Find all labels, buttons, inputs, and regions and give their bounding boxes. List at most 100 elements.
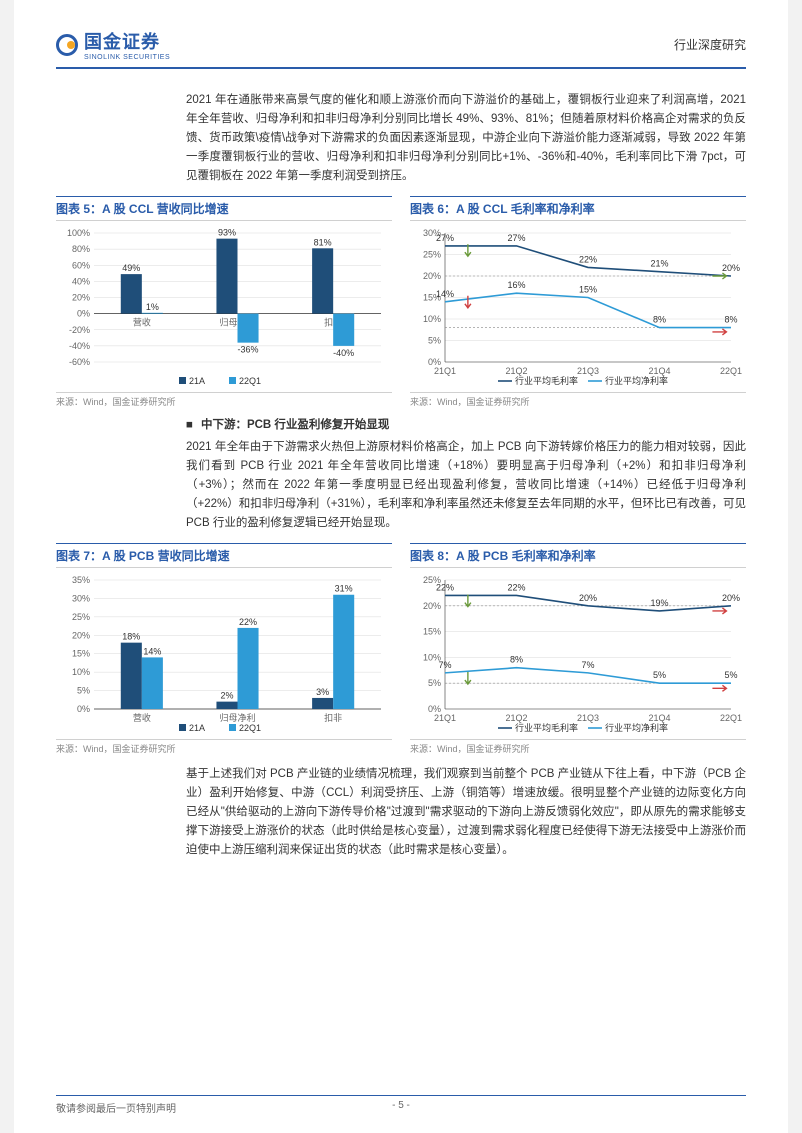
svg-text:81%: 81% xyxy=(314,237,332,247)
svg-text:80%: 80% xyxy=(72,244,90,254)
svg-text:5%: 5% xyxy=(653,670,666,680)
svg-text:20%: 20% xyxy=(72,630,90,640)
chart-6-caption: 来源：Wind，国金证券研究所 xyxy=(410,392,746,408)
svg-text:100%: 100% xyxy=(67,228,90,238)
svg-text:15%: 15% xyxy=(72,648,90,658)
logo: 国金证券 SINOLINK SECURITIES xyxy=(56,28,170,61)
svg-text:21Q4: 21Q4 xyxy=(648,366,670,376)
svg-text:21A: 21A xyxy=(189,376,205,386)
page-footer: 敬请参阅最后一页特别声明 - 5 - xyxy=(56,1095,746,1115)
svg-text:20%: 20% xyxy=(722,592,740,602)
svg-text:21Q4: 21Q4 xyxy=(648,713,670,723)
svg-text:25%: 25% xyxy=(72,612,90,622)
svg-text:7%: 7% xyxy=(581,660,594,670)
svg-text:5%: 5% xyxy=(428,678,441,688)
chart-row-7-8: 图表 7：A 股 PCB 营收同比增速 0%5%10%15%20%25%30%3… xyxy=(56,543,746,755)
svg-text:20%: 20% xyxy=(423,600,441,610)
chart-8: 0%5%10%15%20%25%21Q121Q221Q321Q422Q122%2… xyxy=(410,572,746,737)
svg-text:行业平均毛利率: 行业平均毛利率 xyxy=(515,722,578,733)
header-report-type: 行业深度研究 xyxy=(674,36,746,53)
svg-text:22%: 22% xyxy=(507,582,525,592)
svg-text:7%: 7% xyxy=(438,660,451,670)
svg-text:20%: 20% xyxy=(722,263,740,273)
svg-text:22%: 22% xyxy=(239,617,257,627)
svg-text:8%: 8% xyxy=(510,654,523,664)
svg-text:5%: 5% xyxy=(77,685,90,695)
svg-text:20%: 20% xyxy=(72,292,90,302)
svg-text:21Q1: 21Q1 xyxy=(434,366,456,376)
svg-text:1%: 1% xyxy=(146,302,159,312)
svg-text:10%: 10% xyxy=(72,667,90,677)
chart-8-title: 图表 8：A 股 PCB 毛利率和净利率 xyxy=(410,543,746,568)
svg-text:15%: 15% xyxy=(579,284,597,294)
svg-text:行业平均毛利率: 行业平均毛利率 xyxy=(515,375,578,386)
svg-text:0%: 0% xyxy=(77,704,90,714)
svg-text:40%: 40% xyxy=(72,276,90,286)
logo-icon xyxy=(56,34,78,56)
chart-8-caption: 来源：Wind，国金证券研究所 xyxy=(410,739,746,755)
footer-disclaimer: 敬请参阅最后一页特别声明 xyxy=(56,1100,176,1115)
svg-text:21%: 21% xyxy=(650,259,668,269)
svg-text:2%: 2% xyxy=(220,690,233,700)
svg-text:21A: 21A xyxy=(189,723,205,733)
chart-6-title: 图表 6：A 股 CCL 毛利率和净利率 xyxy=(410,196,746,221)
chart-row-5-6: 图表 5：A 股 CCL 营收同比增速 -60% -40% -20% 0% 20% 40%… xyxy=(56,196,746,408)
svg-text:31%: 31% xyxy=(335,583,353,593)
svg-text:22%: 22% xyxy=(436,582,454,592)
svg-text:8%: 8% xyxy=(724,314,737,324)
svg-text:16%: 16% xyxy=(507,280,525,290)
logo-sub-text: SINOLINK SECURITIES xyxy=(84,54,170,61)
chart-5-title: 图表 5：A 股 CCL 营收同比增速 xyxy=(56,196,392,221)
svg-text:-40%: -40% xyxy=(333,348,354,358)
chart-5: -60%-40%-20%0%20%40%60%80%100%营收49%1%归母净… xyxy=(56,225,392,390)
svg-text:21Q3: 21Q3 xyxy=(577,366,599,376)
chart-7-caption: 来源：Wind，国金证券研究所 xyxy=(56,739,392,755)
svg-text:-20%: -20% xyxy=(69,325,90,335)
svg-text:8%: 8% xyxy=(653,314,666,324)
svg-text:49%: 49% xyxy=(122,263,140,273)
chart-6: 0%5%10%15%20%25%30%21Q121Q221Q321Q422Q12… xyxy=(410,225,746,390)
svg-text:行业平均净利率: 行业平均净利率 xyxy=(605,375,668,386)
chart-7-title: 图表 7：A 股 PCB 营收同比增速 xyxy=(56,543,392,568)
svg-text:归母净利: 归母净利 xyxy=(219,712,255,723)
svg-text:93%: 93% xyxy=(218,227,236,237)
svg-text:-40%: -40% xyxy=(69,341,90,351)
svg-text:5%: 5% xyxy=(428,335,441,345)
svg-text:行业平均净利率: 行业平均净利率 xyxy=(605,722,668,733)
svg-text:20%: 20% xyxy=(423,271,441,281)
svg-text:22Q1: 22Q1 xyxy=(239,376,261,386)
page-header: 国金证券 SINOLINK SECURITIES 行业深度研究 xyxy=(56,28,746,69)
svg-text:-36%: -36% xyxy=(238,344,259,354)
svg-text:营收: 营收 xyxy=(133,316,151,327)
svg-text:0%: 0% xyxy=(77,308,90,318)
svg-text:营收: 营收 xyxy=(133,712,151,723)
svg-text:19%: 19% xyxy=(650,598,668,608)
svg-text:22Q1: 22Q1 xyxy=(239,723,261,733)
svg-text:21Q2: 21Q2 xyxy=(505,366,527,376)
chart-5-caption: 来源：Wind，国金证券研究所 xyxy=(56,392,392,408)
paragraph-3: 基于上述我们对 PCB 产业链的业绩情况梳理，我们观察到当前整个 PCB 产业链… xyxy=(186,765,746,860)
svg-text:-60%: -60% xyxy=(69,357,90,367)
svg-text:15%: 15% xyxy=(423,626,441,636)
svg-text:14%: 14% xyxy=(143,646,161,656)
svg-text:22Q1: 22Q1 xyxy=(720,366,742,376)
svg-text:35%: 35% xyxy=(72,575,90,585)
paragraph-1: 2021 年在通胀带来高景气度的催化和顺上游涨价而向下游溢价的基础上，覆铜板行业… xyxy=(186,91,746,186)
svg-text:25%: 25% xyxy=(423,249,441,259)
svg-text:20%: 20% xyxy=(579,592,597,602)
bullet-icon: ■ xyxy=(186,419,193,431)
section-2-title: 中下游：PCB 行业盈利修复开始显现 xyxy=(201,419,389,431)
svg-text:3%: 3% xyxy=(316,687,329,697)
svg-text:5%: 5% xyxy=(724,670,737,680)
chart-7: 0%5%10%15%20%25%30%35%营收18%14%归母净利2%22%扣… xyxy=(56,572,392,737)
paragraph-2: 2021 年全年由于下游需求火热但上游原材料价格高企，加上 PCB 向下游转嫁价… xyxy=(186,438,746,533)
svg-text:22Q1: 22Q1 xyxy=(720,713,742,723)
logo-main-text: 国金证券 xyxy=(84,28,170,54)
svg-text:22%: 22% xyxy=(579,254,597,264)
svg-text:扣非: 扣非 xyxy=(324,712,342,723)
page-number: - 5 - xyxy=(392,1100,410,1111)
svg-text:21Q2: 21Q2 xyxy=(505,713,527,723)
svg-text:27%: 27% xyxy=(507,233,525,243)
svg-text:10%: 10% xyxy=(423,314,441,324)
svg-text:21Q3: 21Q3 xyxy=(577,713,599,723)
